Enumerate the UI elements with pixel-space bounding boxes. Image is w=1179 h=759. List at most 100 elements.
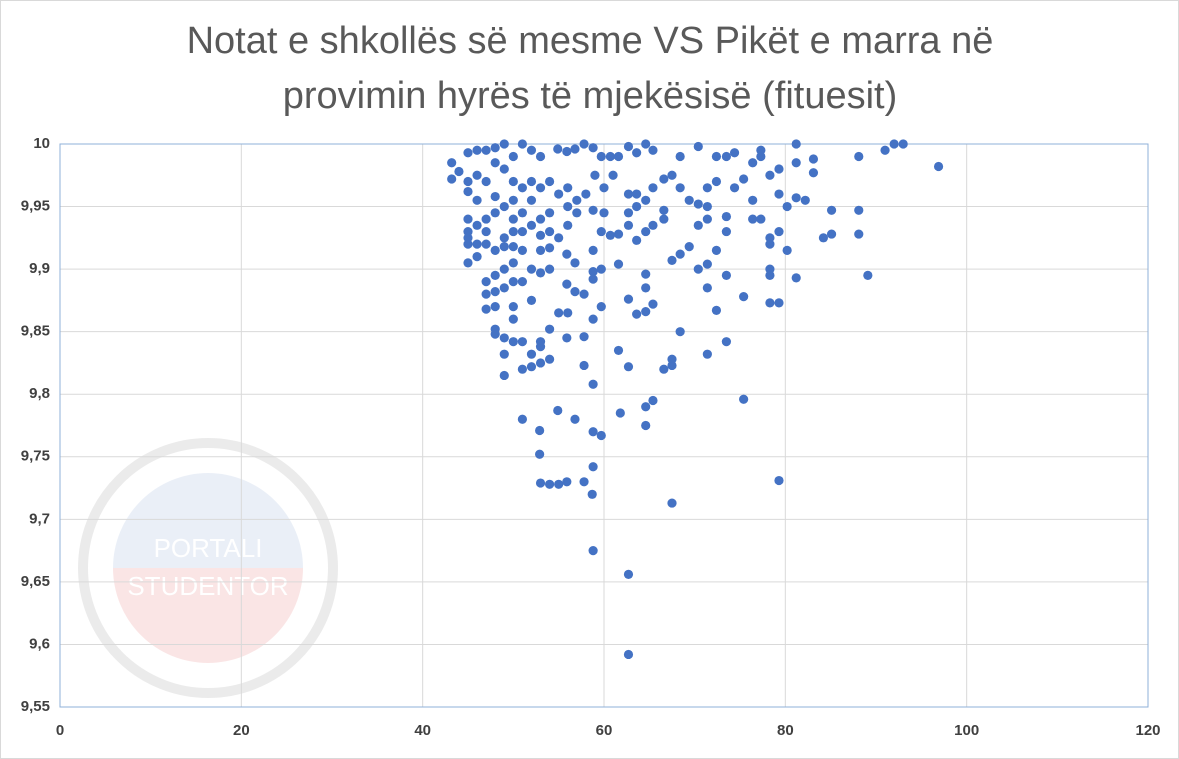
point [517,337,528,347]
point [791,193,801,203]
point [623,208,634,218]
point [554,308,564,318]
point [499,333,509,343]
point [526,295,537,305]
watermark-top [113,473,303,568]
point [800,195,810,205]
x-tick-label: 60 [596,722,613,739]
point [739,174,749,184]
point [517,414,528,424]
point [562,249,572,259]
point [721,151,732,162]
point [526,145,537,155]
point [702,214,712,224]
point [562,333,572,343]
point [472,170,482,180]
point [481,145,491,155]
point [756,214,766,224]
point [563,220,573,230]
point [648,220,658,230]
point [659,214,669,224]
point [641,283,651,293]
point [490,191,500,202]
point [641,402,651,412]
point [623,362,634,372]
point [588,274,598,284]
point [508,214,518,224]
point [765,233,775,243]
point [581,189,591,199]
point [826,229,837,239]
y-tick-label: 9,9 [29,260,50,277]
point [863,270,873,280]
point [774,475,784,486]
point [579,289,589,299]
point [535,151,546,162]
point [596,302,606,312]
point [490,143,500,153]
point [535,245,546,255]
point [472,145,482,155]
point [587,489,597,499]
point [613,229,624,239]
point [517,226,528,237]
watermark: PORTALI STUDENTOR [78,438,338,698]
x-tick-label: 120 [1135,722,1160,739]
point [774,226,784,237]
point [632,189,642,199]
point [774,298,784,308]
point [648,145,658,155]
point [782,201,792,212]
point [490,158,500,168]
point [667,255,677,265]
point [641,307,651,317]
point [588,267,598,277]
point [517,183,528,193]
point [562,477,572,487]
point [508,195,518,205]
point [711,176,722,187]
point [481,277,491,287]
point [562,146,572,157]
point [721,211,732,222]
point [693,220,703,230]
point [693,199,703,209]
point [623,141,634,152]
point [545,226,555,237]
point [596,151,606,162]
point [490,208,500,218]
point [588,143,598,153]
point [721,337,732,347]
point [545,243,555,253]
point [490,287,500,297]
point [641,195,651,205]
point [748,195,758,205]
point [579,477,589,487]
point [545,264,555,274]
point [729,183,740,193]
point [517,364,528,374]
point [659,174,669,184]
point [684,241,694,252]
point [774,189,784,199]
point [702,283,712,293]
point [588,379,598,389]
point [553,405,563,416]
point [711,305,722,315]
point [499,370,509,381]
point [632,148,642,158]
point [526,220,537,230]
y-tick-label: 9,95 [21,198,50,215]
point [447,158,457,168]
point [765,298,775,308]
point [554,479,564,489]
point [472,252,482,262]
point [599,183,609,193]
point [791,273,801,283]
point [854,205,864,215]
point [721,226,732,237]
point [854,151,864,162]
y-tick-label: 9,7 [29,510,50,527]
point [481,239,491,249]
point [490,270,500,280]
